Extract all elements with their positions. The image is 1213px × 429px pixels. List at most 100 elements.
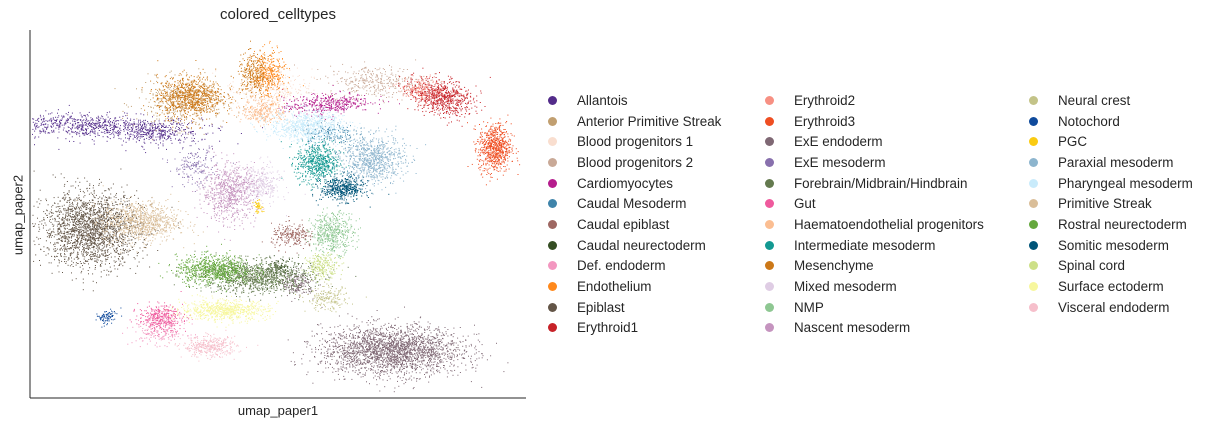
- scatter-point: [172, 331, 174, 333]
- scatter-point: [78, 133, 80, 135]
- scatter-point: [261, 98, 262, 100]
- scatter-point: [73, 141, 75, 142]
- scatter-point: [105, 118, 107, 120]
- scatter-point: [87, 225, 89, 227]
- scatter-point: [56, 225, 58, 227]
- scatter-point: [78, 221, 80, 223]
- scatter-point: [149, 127, 151, 129]
- scatter-point: [298, 111, 300, 113]
- scatter-point: [257, 266, 259, 268]
- scatter-point: [181, 127, 183, 129]
- scatter-point: [309, 235, 311, 237]
- scatter-point: [82, 214, 84, 216]
- scatter-point: [328, 105, 330, 106]
- scatter-point: [358, 83, 359, 84]
- scatter-point: [321, 118, 323, 120]
- scatter-point: [352, 87, 354, 89]
- scatter-point: [64, 123, 66, 125]
- scatter-point: [142, 126, 144, 128]
- scatter-point: [255, 70, 257, 72]
- scatter-point: [98, 130, 100, 131]
- scatter-point: [262, 67, 263, 69]
- scatter-point: [38, 230, 40, 232]
- scatter-point: [57, 206, 59, 208]
- scatter-point: [98, 243, 100, 245]
- scatter-point: [56, 124, 58, 126]
- scatter-point: [134, 131, 136, 133]
- scatter-point: [87, 217, 89, 219]
- scatter-point: [273, 58, 275, 59]
- scatter-point: [302, 227, 304, 228]
- scatter-point: [91, 234, 93, 236]
- scatter-point: [81, 239, 83, 241]
- scatter-point: [358, 70, 360, 72]
- scatter-point: [49, 219, 51, 220]
- scatter-point: [316, 99, 318, 101]
- scatter-point: [278, 107, 280, 109]
- scatter-point: [120, 213, 122, 215]
- scatter-point: [226, 98, 228, 100]
- scatter-point: [158, 102, 160, 104]
- scatter-point: [206, 88, 208, 90]
- scatter-point: [237, 102, 239, 104]
- scatter-point: [328, 97, 330, 99]
- scatter-point: [295, 88, 297, 90]
- scatter-point: [284, 65, 286, 67]
- scatter-point: [144, 125, 146, 127]
- scatter-point: [361, 69, 362, 71]
- scatter-point: [82, 214, 84, 216]
- scatter-point: [122, 245, 124, 247]
- scatter-point: [356, 90, 357, 91]
- scatter-point: [79, 244, 81, 245]
- scatter-point: [212, 90, 214, 92]
- scatter-point: [63, 198, 65, 200]
- scatter-point: [124, 234, 126, 236]
- scatter-point: [88, 213, 90, 215]
- scatter-point: [268, 88, 269, 90]
- scatter-point: [129, 223, 131, 225]
- scatter-point: [71, 124, 73, 126]
- scatter-point: [363, 103, 365, 105]
- scatter-point: [71, 208, 73, 210]
- scatter-point: [157, 93, 158, 95]
- scatter-point: [302, 85, 304, 87]
- scatter-point: [166, 98, 168, 100]
- scatter-point: [46, 200, 47, 202]
- scatter-point: [365, 74, 366, 76]
- scatter-point: [70, 240, 72, 241]
- scatter-point: [329, 126, 330, 128]
- scatter-point: [276, 80, 278, 82]
- scatter-point: [40, 122, 42, 124]
- scatter-point: [149, 135, 151, 137]
- scatter-point: [284, 230, 286, 232]
- scatter-point: [370, 77, 372, 79]
- scatter-point: [155, 92, 157, 93]
- scatter-point: [271, 261, 273, 263]
- scatter-point: [144, 246, 146, 248]
- scatter-point: [137, 134, 139, 136]
- scatter-point: [399, 83, 401, 85]
- scatter-point: [106, 214, 108, 216]
- scatter-point: [172, 330, 174, 332]
- scatter-point: [67, 212, 69, 214]
- scatter-point: [401, 78, 403, 80]
- scatter-point: [144, 337, 146, 339]
- scatter-point: [302, 96, 304, 98]
- scatter-point: [376, 75, 378, 77]
- scatter-point: [372, 81, 374, 83]
- scatter-point: [240, 133, 242, 134]
- scatter-point: [194, 133, 196, 135]
- scatter-point: [181, 122, 183, 124]
- scatter-point: [327, 128, 329, 130]
- scatter-point: [166, 80, 168, 82]
- scatter-point: [98, 217, 100, 219]
- scatter-point: [361, 74, 363, 76]
- scatter-point: [229, 89, 231, 91]
- scatter-point: [153, 122, 155, 124]
- scatter-point: [88, 122, 90, 123]
- scatter-point: [403, 89, 405, 90]
- scatter-point: [91, 244, 93, 246]
- scatter-point: [121, 144, 123, 146]
- scatter-point: [185, 118, 187, 120]
- scatter-point: [134, 130, 136, 132]
